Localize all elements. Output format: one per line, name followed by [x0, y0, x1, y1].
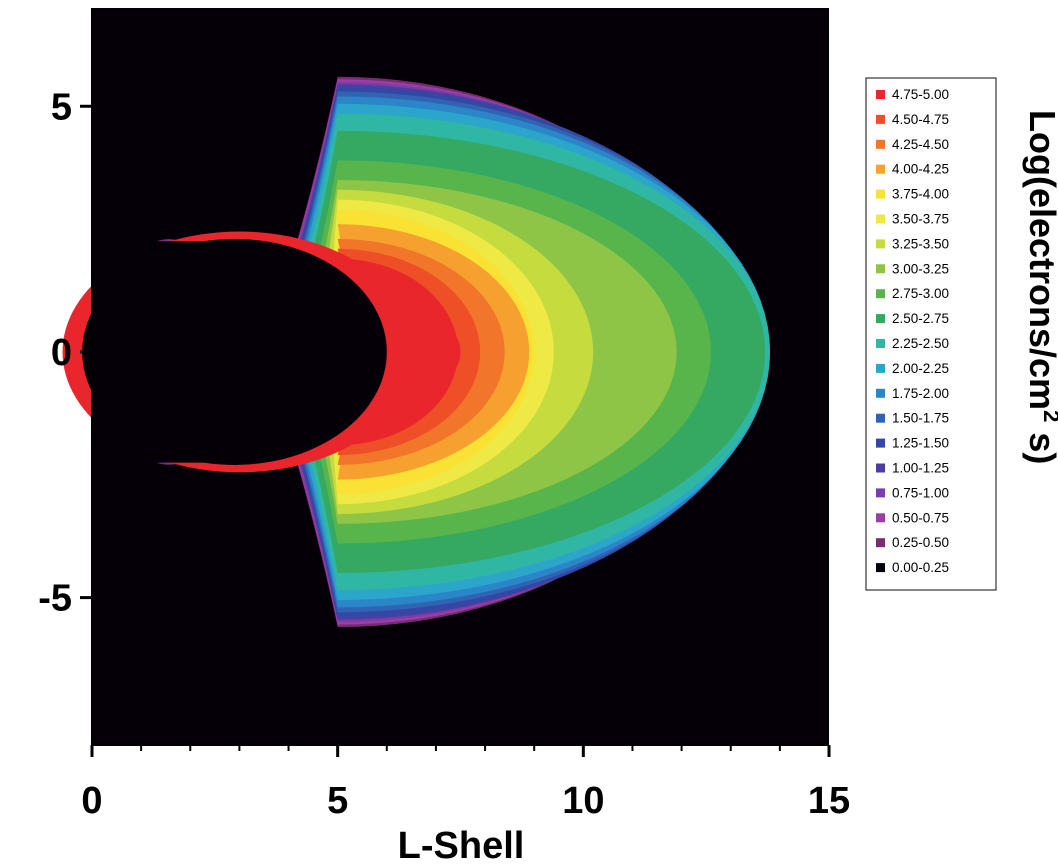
legend-swatch [876, 139, 885, 149]
legend-label: 4.75-5.00 [892, 87, 949, 102]
axes: 0 5 10 15 5 0 -5 [38, 8, 850, 822]
legend-swatch [876, 513, 885, 523]
legend-label: 2.50-2.75 [892, 311, 949, 326]
legend-swatch [876, 114, 885, 124]
legend-label: 2.25-2.50 [892, 336, 949, 351]
colorbar-title-superscript: 2 [1039, 410, 1058, 422]
x-tick-label: 15 [808, 780, 850, 822]
legend-swatch [876, 164, 885, 174]
legend-swatch [876, 314, 885, 324]
legend-swatch [876, 239, 885, 249]
legend-label: 4.50-4.75 [892, 112, 949, 127]
y-tick-label: 0 [51, 332, 72, 374]
legend-swatch [876, 538, 885, 548]
legend-label: 1.25-1.50 [892, 436, 949, 451]
legend-swatch [876, 339, 885, 348]
legend-label: 3.25-3.50 [892, 236, 949, 251]
legend-swatch [876, 488, 885, 498]
legend-swatch [876, 189, 885, 199]
legend-label: 0.25-0.50 [892, 535, 949, 550]
legend-label: 3.00-3.25 [892, 261, 949, 276]
legend-swatch [876, 264, 885, 274]
legend-swatch [876, 413, 885, 423]
legend-swatch [876, 289, 885, 299]
legend-swatch [876, 214, 885, 224]
x-tick-label: 5 [327, 780, 348, 822]
legend-label: 1.75-2.00 [892, 386, 949, 401]
colorbar-legend: 4.75-5.00 4.50-4.75 4.25-4.50 4.00-4.25 3.75… [865, 77, 997, 591]
legend-label: 4.25-4.50 [892, 137, 949, 152]
legend-label: 0.00-0.25 [892, 560, 949, 575]
x-axis-title: L-Shell [398, 825, 525, 867]
plot-area [62, 8, 829, 745]
legend-label: 0.50-0.75 [892, 510, 949, 525]
colorbar-title-tail: s) [1022, 422, 1058, 464]
colorbar-title-main: Log(electrons/cm [1022, 110, 1058, 410]
colorbar-title: Log(electrons/cm2 s) [1022, 110, 1058, 464]
legend-label: 1.00-1.25 [892, 461, 949, 476]
legend-swatch [876, 563, 885, 573]
legend-label: 4.00-4.25 [892, 162, 949, 177]
x-tick-label: 0 [81, 780, 102, 822]
legend-label: 2.00-2.25 [892, 361, 949, 376]
legend-label: 2.75-3.00 [892, 286, 949, 301]
legend-box [865, 77, 997, 591]
cavity-fill [92, 241, 235, 463]
legend-label: 3.50-3.75 [892, 212, 949, 227]
legend-label: 0.75-1.00 [892, 485, 949, 500]
legend-label: 1.50-1.75 [892, 411, 949, 426]
legend-swatch [876, 438, 885, 448]
legend-label: 3.75-4.00 [892, 187, 949, 202]
legend-swatch [876, 388, 885, 398]
legend-swatch [876, 463, 885, 473]
y-tick-label: 5 [51, 86, 72, 128]
legend-swatch [876, 363, 885, 373]
y-tick-label: -5 [38, 578, 72, 620]
x-tick-label: 10 [562, 780, 604, 822]
legend-swatch [876, 90, 885, 99]
